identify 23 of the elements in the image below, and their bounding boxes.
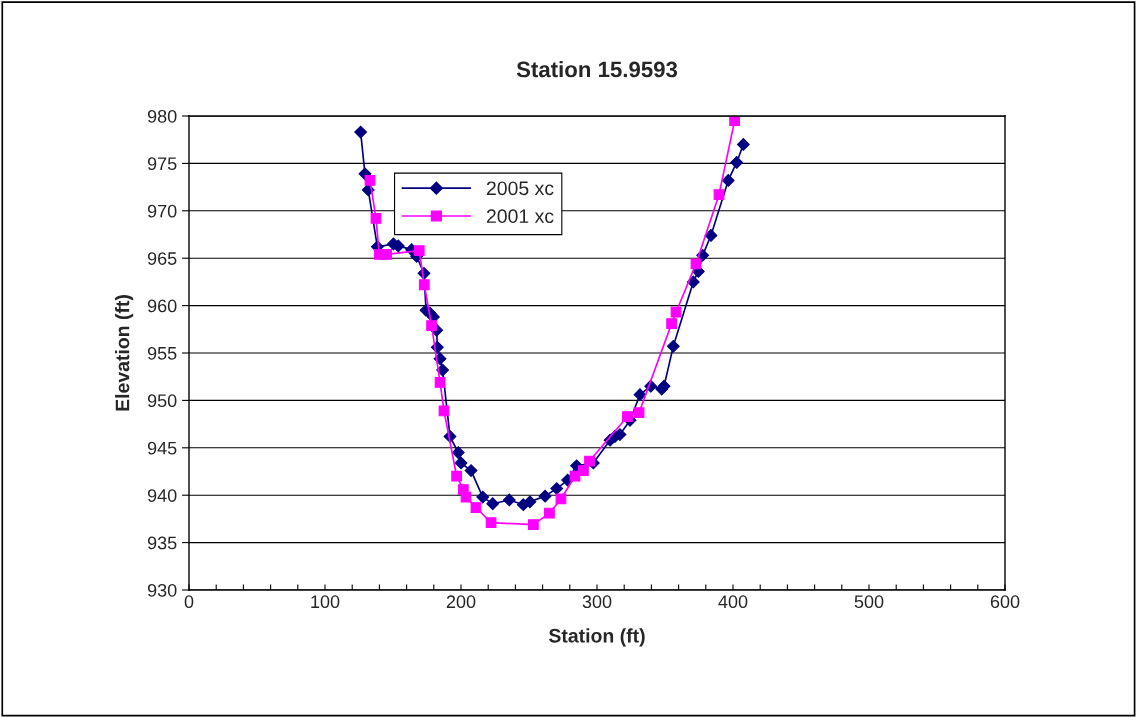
x-tick-label: 0 bbox=[184, 595, 194, 609]
y-tick-label: 955 bbox=[147, 346, 177, 360]
x-axis-title: Station (ft) bbox=[548, 628, 645, 647]
y-tick-label: 975 bbox=[147, 157, 177, 171]
y-tick-label: 970 bbox=[147, 204, 177, 218]
x-tick-label: 300 bbox=[582, 595, 612, 609]
y-axis-title: Elevation (ft) bbox=[115, 295, 134, 411]
x-tick-label: 200 bbox=[446, 595, 476, 609]
x-tick-label: 500 bbox=[854, 595, 884, 609]
y-tick-label: 935 bbox=[147, 536, 177, 550]
y-tick-label: 960 bbox=[147, 299, 177, 313]
y-tick-label: 965 bbox=[147, 252, 177, 265]
legend-label: 2001 xc bbox=[486, 209, 554, 224]
chart-title: Station 15.9593 bbox=[516, 61, 678, 78]
y-tick-label: 930 bbox=[147, 583, 177, 597]
x-tick-label: 600 bbox=[990, 595, 1020, 609]
y-tick-label: 945 bbox=[147, 441, 177, 455]
y-tick-label: 940 bbox=[147, 489, 177, 502]
x-tick-label: 100 bbox=[311, 595, 340, 609]
y-tick-label: 980 bbox=[147, 109, 177, 123]
y-tick-label: 950 bbox=[147, 394, 177, 408]
x-tick-label: 400 bbox=[718, 595, 748, 609]
legend-label: 2005 xc bbox=[486, 181, 554, 196]
